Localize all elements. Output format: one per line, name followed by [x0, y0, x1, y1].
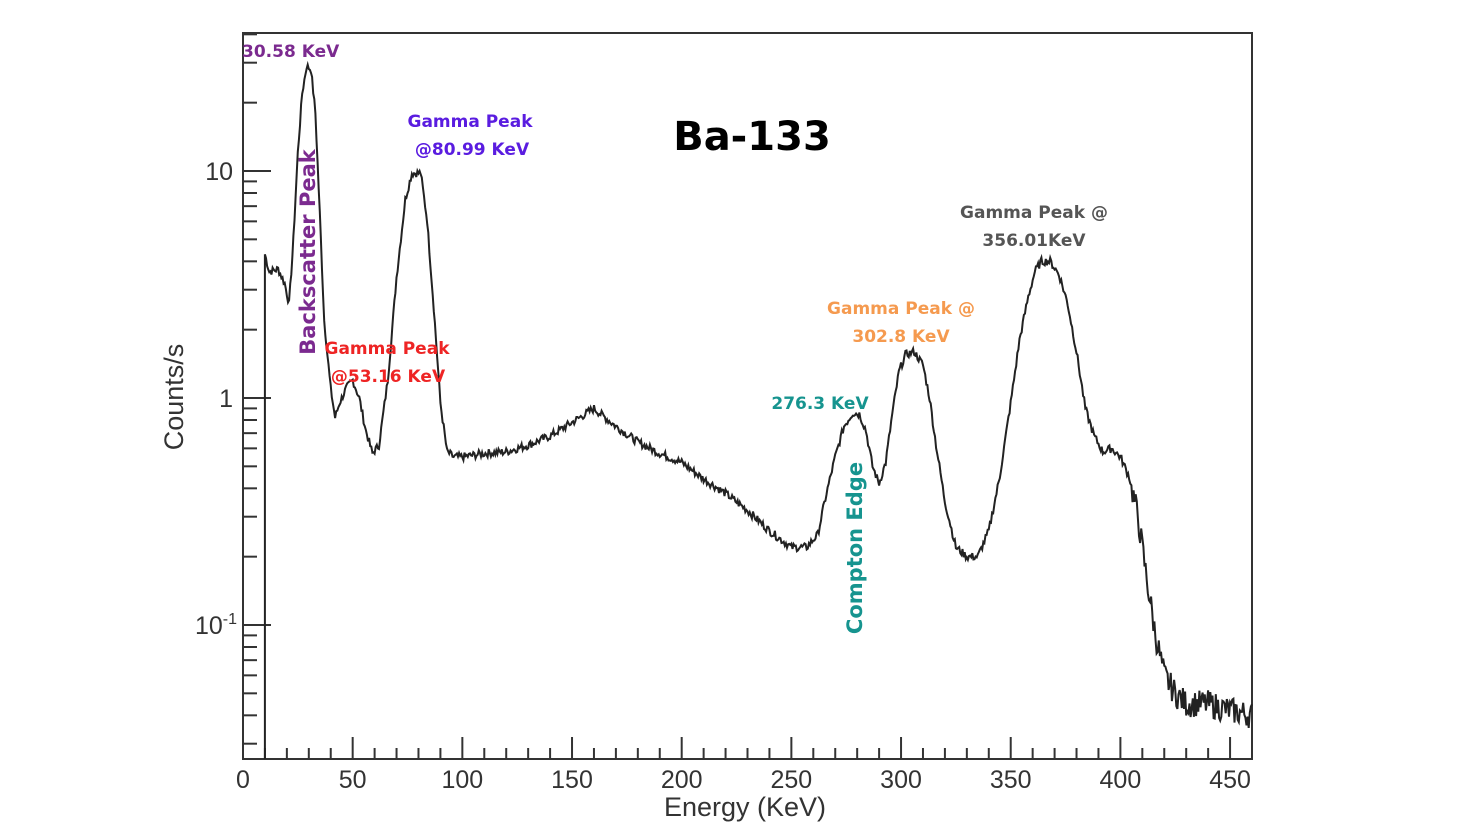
y-tick-label: 1: [219, 385, 233, 413]
annotation-302-8-kev: 302.8 KeV: [852, 327, 950, 347]
x-tick-label: 450: [1209, 766, 1251, 794]
x-axis-ticks: 0 50 100 150 200 250 300 350 400 450: [236, 737, 1251, 794]
y-tick-base: 10: [205, 158, 233, 186]
x-tick-label: 300: [880, 766, 922, 794]
y-tick-label: 10: [205, 158, 233, 186]
x-tick-label: 100: [441, 766, 483, 794]
annotation-30-58-kev: 30.58 KeV: [242, 42, 340, 62]
x-tick-label: 200: [661, 766, 703, 794]
y-tick-base: 10: [195, 612, 223, 640]
annotation-at-53-16-kev: @53.16 KeV: [331, 367, 446, 387]
annotation-276-3-kev: 276.3 KeV: [771, 394, 869, 414]
annotation-at-80-99-kev: @80.99 KeV: [415, 140, 530, 160]
y-tick-label: 10-1: [195, 611, 237, 640]
annotation-gamma-peak-356: Gamma Peak @: [960, 203, 1108, 223]
x-axis-title: Energy (KeV): [664, 792, 826, 822]
x-tick-label: 0: [236, 766, 250, 794]
annotation-compton-edge: Compton Edge: [843, 462, 867, 634]
spectrum-line: [263, 60, 1253, 759]
y-tick-base: 1: [219, 385, 233, 413]
x-tick-label: 350: [990, 766, 1032, 794]
x-tick-label: 150: [551, 766, 593, 794]
annotation-gamma-peak-302: Gamma Peak @: [827, 299, 975, 319]
y-axis-title: Counts/s: [159, 344, 189, 451]
x-tick-label: 250: [771, 766, 813, 794]
annotation-backscatter-peak: Backscatter Peak: [296, 148, 320, 355]
y-tick-exponent: -1: [223, 611, 237, 628]
chart-title: Ba-133: [673, 114, 831, 160]
x-tick-label: 50: [339, 766, 367, 794]
annotation-gamma-peak-53: Gamma Peak: [324, 339, 450, 359]
annotation-356-01-kev: 356.01KeV: [982, 231, 1086, 251]
x-tick-label: 400: [1100, 766, 1142, 794]
annotation-gamma-peak-80: Gamma Peak: [407, 112, 533, 132]
